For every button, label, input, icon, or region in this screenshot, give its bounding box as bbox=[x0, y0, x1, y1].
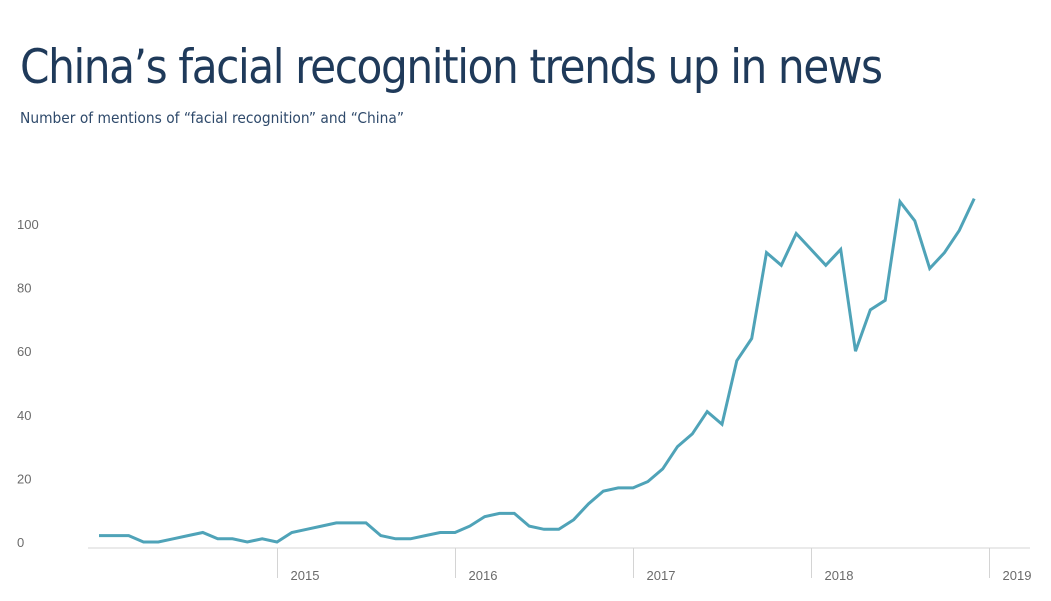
x-tick-label: 2017 bbox=[647, 568, 676, 583]
y-tick-label: 100 bbox=[17, 217, 39, 232]
x-tick-label: 2015 bbox=[291, 568, 320, 583]
y-tick-label: 80 bbox=[17, 281, 31, 296]
x-tick-label: 2016 bbox=[469, 568, 498, 583]
x-axis-ticks bbox=[277, 548, 990, 578]
data-series bbox=[99, 197, 976, 544]
y-tick-label: 0 bbox=[17, 535, 24, 550]
y-tick-label: 60 bbox=[17, 344, 31, 359]
x-axis-labels: 2015 2016 2017 2018 2019 bbox=[291, 568, 1032, 583]
series-line bbox=[99, 197, 976, 544]
y-axis-labels: 0 20 40 60 80 100 bbox=[17, 217, 39, 550]
x-tick-label: 2018 bbox=[825, 568, 854, 583]
y-tick-label: 40 bbox=[17, 408, 31, 423]
y-tick-label: 20 bbox=[17, 471, 31, 486]
chart-title: China’s facial recognition trends up in … bbox=[20, 40, 883, 95]
x-tick-label: 2019 bbox=[1003, 568, 1032, 583]
chart-subtitle: Number of mentions of “facial recognitio… bbox=[20, 109, 404, 127]
